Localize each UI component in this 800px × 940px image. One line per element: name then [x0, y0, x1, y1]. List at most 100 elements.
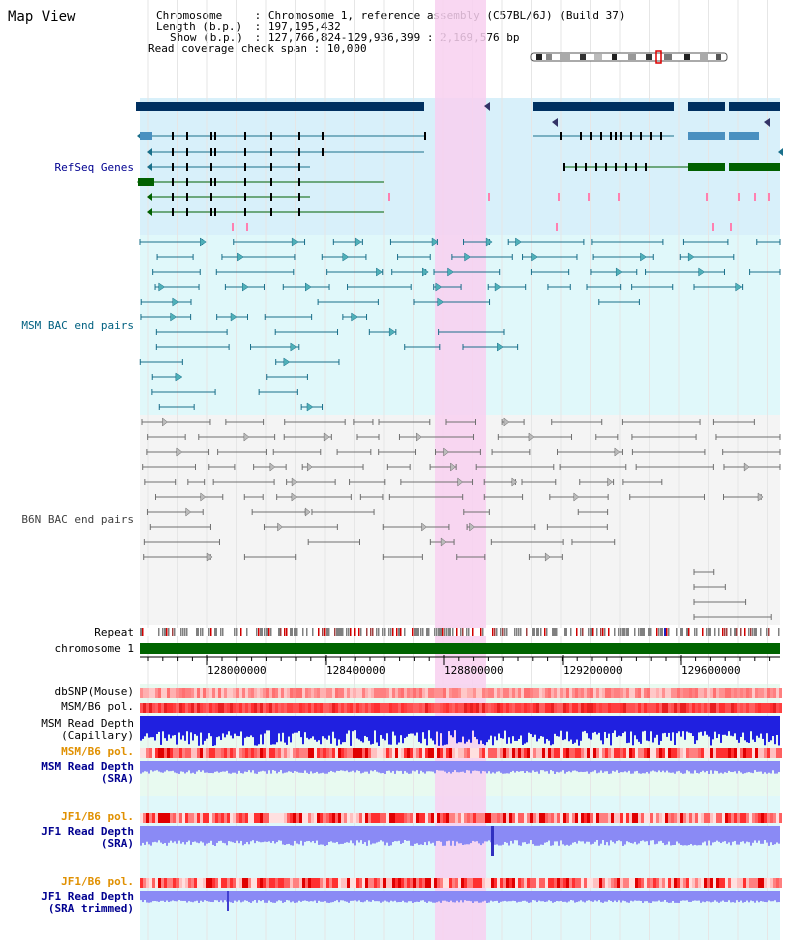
- msm-b6-pol-heat: [704, 703, 707, 713]
- msm-b6-pol-2-heat: [227, 748, 230, 758]
- jf1-depth-trim-bar: [390, 891, 392, 901]
- msm-b6-pol-2-heat: [653, 748, 656, 758]
- msm-depth-cap-bar: [290, 716, 292, 743]
- jf1-depth-sra-bar: [680, 826, 682, 845]
- repeat-element: [740, 628, 742, 636]
- repeat-element: [744, 628, 746, 636]
- jf1-depth-sra-bar: [648, 826, 650, 846]
- bac-end-arrow-icon: [170, 312, 178, 322]
- msm-depth-cap-bar: [240, 716, 242, 732]
- msm-depth-sra-bar: [246, 761, 248, 772]
- jf1-depth-trim-bar: [436, 891, 438, 903]
- jf1-depth-trim-bar: [608, 891, 610, 901]
- msm-bac-label[interactable]: MSM BAC end pairs: [21, 319, 134, 332]
- msm-depth-sra-bar: [386, 761, 388, 771]
- jf1-b6-pol-heat: [572, 813, 575, 823]
- msm-depth-cap-bar: [340, 716, 342, 745]
- jf1-depth-sra-bar: [160, 826, 162, 843]
- repeat-element: [696, 628, 698, 636]
- exon: [590, 132, 592, 140]
- jf1-b6-pol-2-heat: [728, 878, 731, 888]
- jf1-depth-trim-bar: [654, 891, 656, 902]
- msm-depth-cap-bar: [558, 716, 560, 737]
- msm-depth-sra-bar: [520, 761, 522, 772]
- jf1-depth-sra-bar: [664, 826, 666, 846]
- msm-depth-cap-bar: [170, 716, 172, 739]
- msm-depth-sra-bar: [234, 761, 236, 773]
- b6n-bac-label[interactable]: B6N BAC end pairs: [21, 513, 134, 526]
- jf1-b6-pol-heat: [419, 813, 422, 823]
- dbsnp-heat: [299, 688, 302, 698]
- repeat-element: [702, 628, 704, 636]
- jf1-depth-sra-bar: [482, 826, 484, 844]
- msm-depth-cap-bar: [252, 716, 254, 738]
- msm-b6-pol-heat: [470, 703, 473, 713]
- msm-depth-cap-bar: [706, 716, 708, 735]
- msm-b6-pol-2-heat: [680, 748, 683, 758]
- jf1-b6-pol-heat: [764, 813, 767, 823]
- jf1-depth-trim-bar: [288, 891, 290, 901]
- jf1-b6-pol-2-heat: [482, 878, 485, 888]
- jf1-depth-trim-bar: [442, 891, 444, 901]
- jf1-depth-trim-bar: [756, 891, 758, 901]
- jf1-b6-pol-heat: [227, 813, 230, 823]
- dbsnp-heat: [437, 688, 440, 698]
- msm-b6-pol-heat: [284, 703, 287, 713]
- msm-depth-sra-bar: [350, 761, 352, 772]
- msm-b6-pol-heat: [191, 703, 194, 713]
- refseq-genes-label[interactable]: RefSeq Genes: [54, 161, 134, 174]
- jf1-b6-pol-2-heat: [350, 878, 353, 888]
- jf1-b6-pol-heat: [641, 813, 644, 823]
- jf1-depth-sra-bar: [720, 826, 722, 844]
- jf1-depth-trim-bar: [270, 891, 272, 903]
- msm-b6-pol-2-heat: [539, 748, 542, 758]
- jf1-depth-sra-bar: [444, 826, 446, 846]
- repeat-element: [446, 628, 448, 636]
- msm-depth-sra-bar: [682, 761, 684, 774]
- msm-depth-cap-bar: [164, 716, 166, 739]
- jf1-depth-sra-bar: [200, 826, 202, 842]
- jf1-depth-sra-bar: [778, 826, 780, 844]
- dbsnp-heat: [476, 688, 479, 698]
- jf1-b6-pol-heat: [173, 813, 176, 823]
- dbsnp-heat: [536, 688, 539, 698]
- jf1-depth-sra-bar: [196, 826, 198, 843]
- jf1-depth-sra-bar: [404, 826, 406, 841]
- jf1-b6-pol-2-heat: [197, 878, 200, 888]
- msm-b6-pol-2-heat: [302, 748, 305, 758]
- repeat-element: [576, 628, 578, 636]
- msm-b6-pol-heat: [587, 703, 590, 713]
- msm-depth-cap-bar: [710, 716, 712, 746]
- msm-depth-sra-bar: [632, 761, 634, 774]
- msm-b6-pol-2-heat: [563, 748, 566, 758]
- jf1-b6-pol-2-heat: [152, 878, 155, 888]
- msm-depth-cap-bar: [396, 716, 398, 745]
- jf1-b6-pol-heat: [707, 813, 710, 823]
- repeat-element: [640, 628, 643, 636]
- dbsnp-heat: [176, 688, 179, 698]
- jf1-depth-trim-bar: [362, 891, 364, 903]
- msm-depth-cap-bar: [188, 716, 190, 745]
- jf1-b6-pol-heat: [257, 813, 260, 823]
- repeat-element: [306, 628, 308, 636]
- jf1-depth-trim-bar: [766, 891, 768, 903]
- msm-depth-cap-bar: [764, 716, 766, 746]
- repeat-element: [456, 628, 458, 636]
- msm-depth-cap-bar: [172, 716, 174, 736]
- jf1-b6-pol-2-heat: [578, 878, 581, 888]
- b6n-end-arrow-icon: [743, 462, 750, 472]
- repeat-element: [624, 628, 626, 636]
- jf1-depth-sra-bar: [366, 826, 368, 846]
- jf1-b6-pol-2-heat: [656, 878, 659, 888]
- msm-depth-cap-bar: [612, 716, 614, 733]
- msm-depth-sra-bar: [452, 761, 454, 773]
- jf1-b6-pol-2-heat: [722, 878, 725, 888]
- jf1-depth-trim-bar: [562, 891, 564, 902]
- jf1-depth-sra-bar: [344, 826, 346, 843]
- msm-depth-cap-bar: [632, 716, 634, 746]
- repeat-element: [208, 628, 210, 636]
- msm-b6-pol-heat: [215, 703, 218, 713]
- msm-depth-cap-bar: [644, 716, 646, 731]
- msm-depth-sra-bar: [556, 761, 558, 772]
